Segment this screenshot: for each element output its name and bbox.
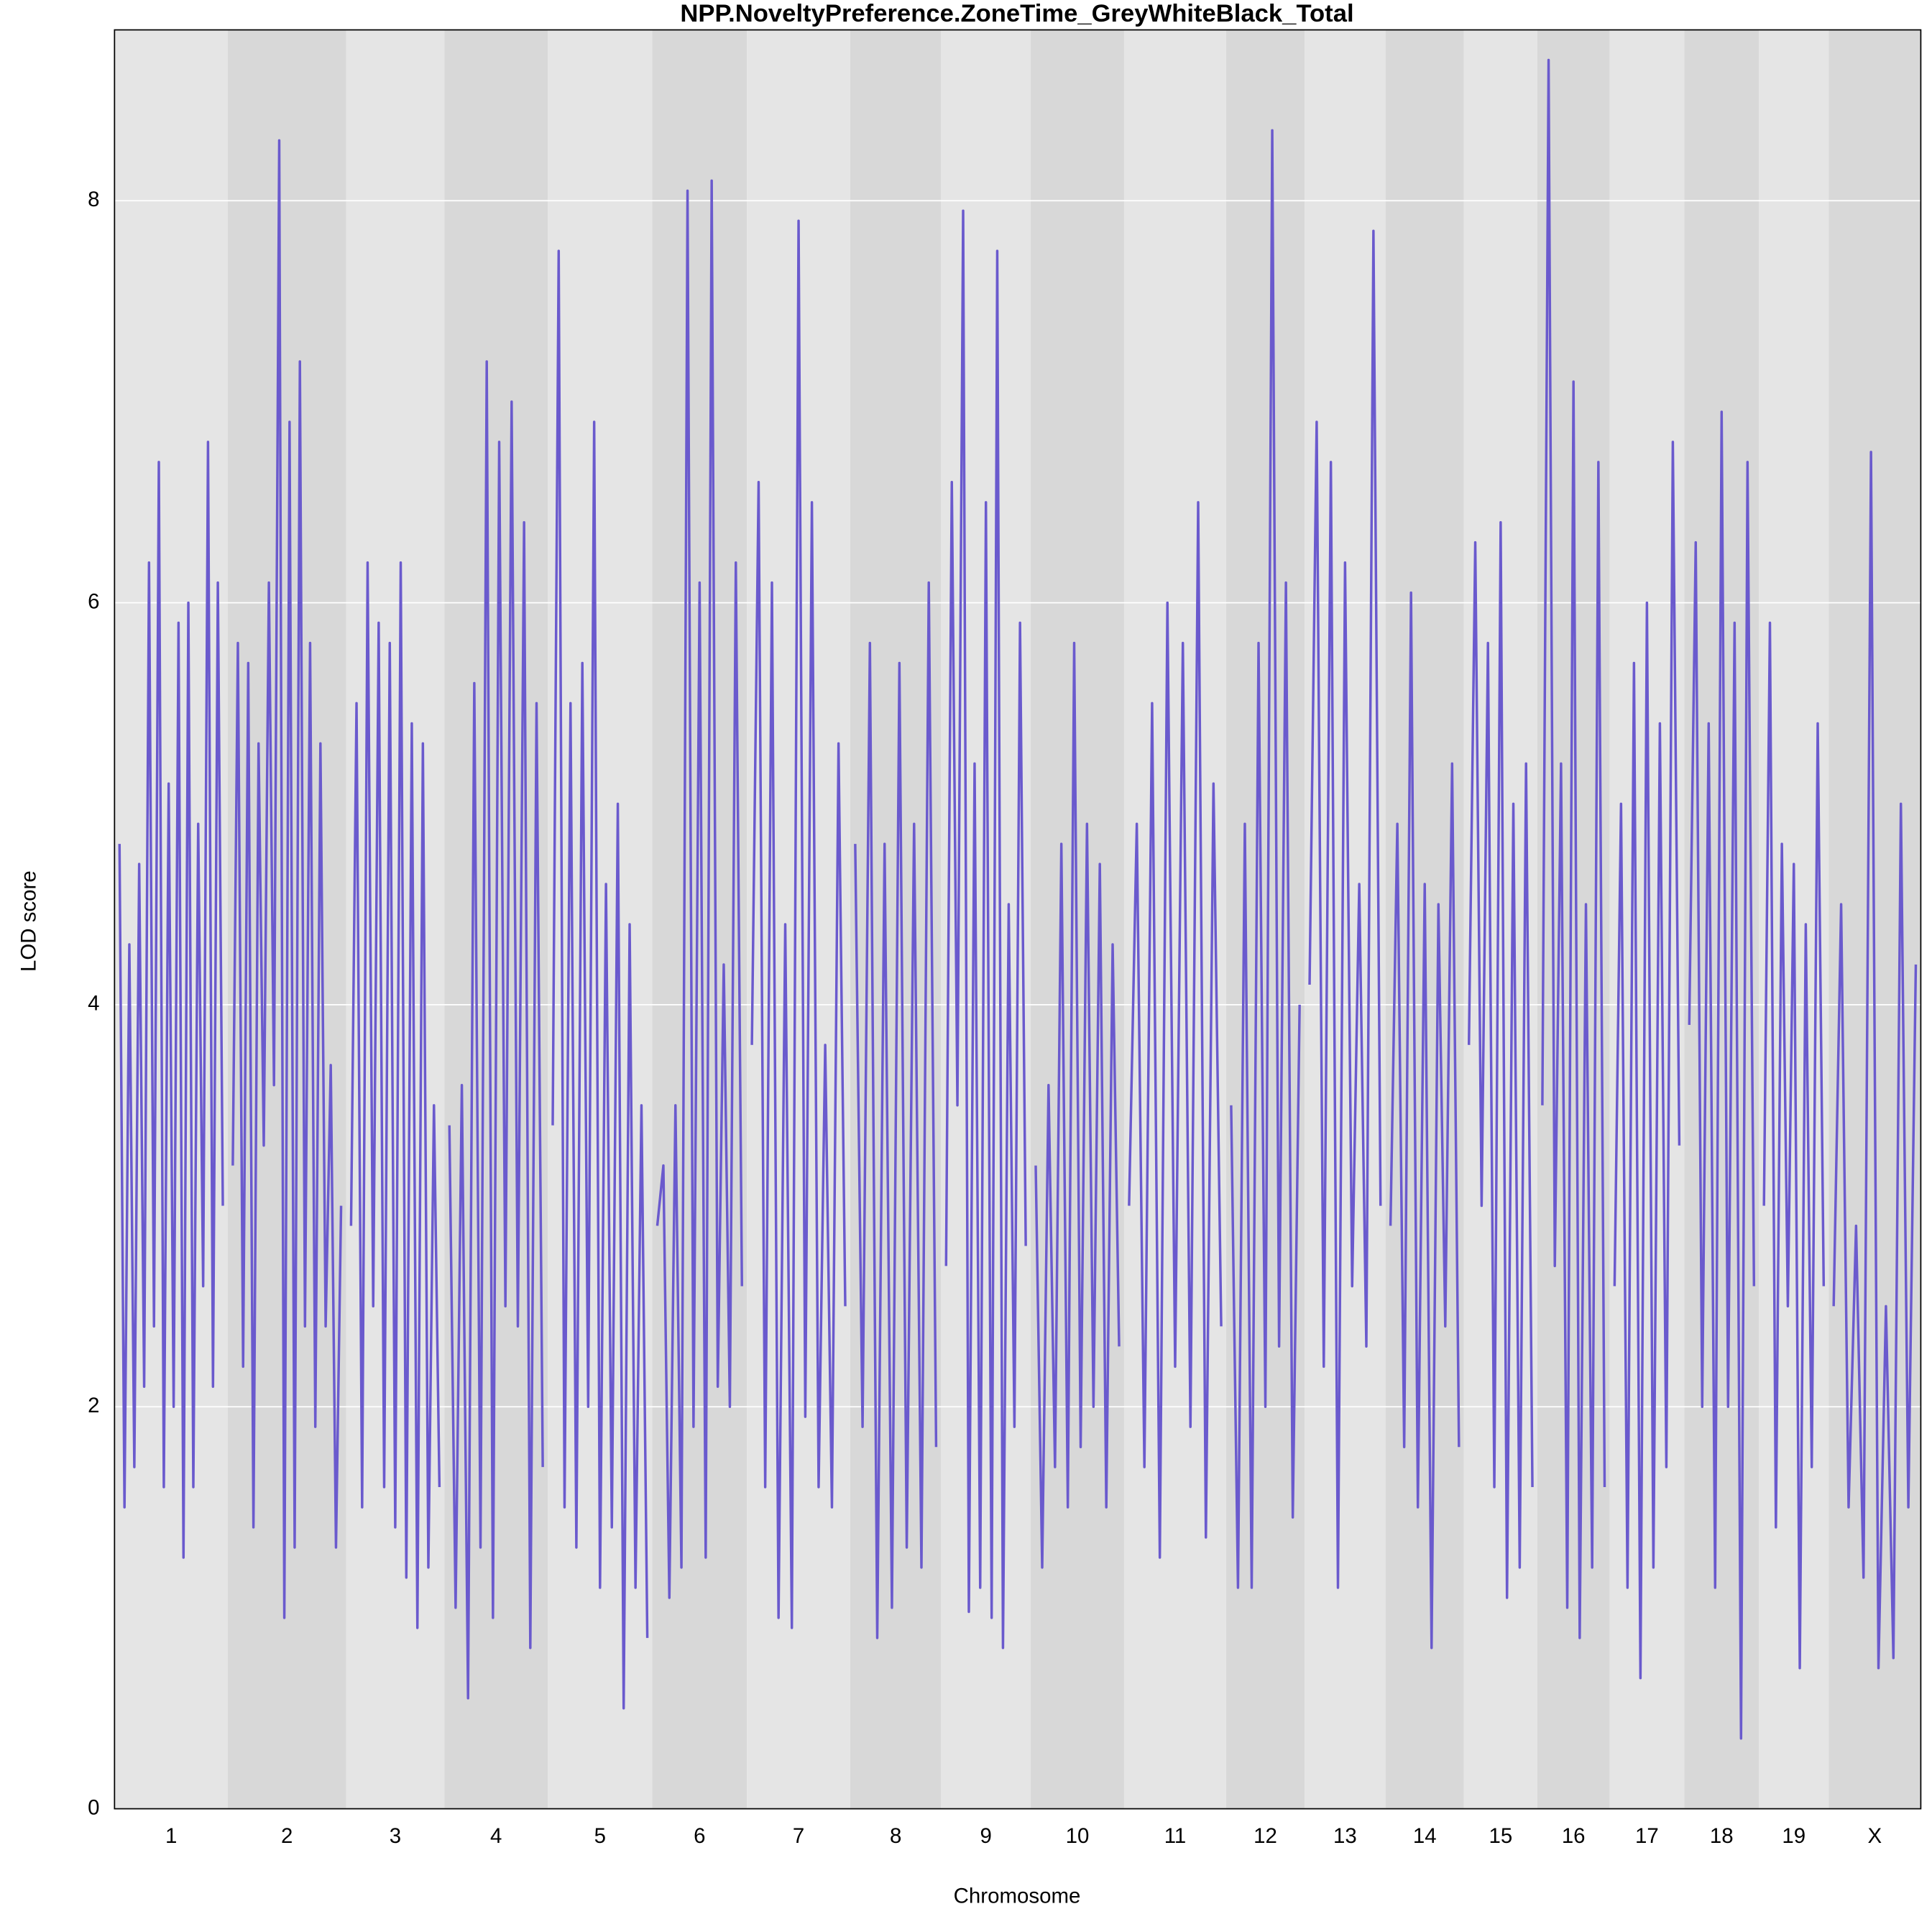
- lod-line: [1613, 441, 1681, 1680]
- chromosome-band: [114, 29, 228, 1809]
- x-tick-label: 13: [1333, 1824, 1357, 1848]
- x-axis-label: Chromosome: [954, 1884, 1081, 1908]
- lod-line: [656, 179, 743, 1599]
- x-tick-label: 10: [1066, 1824, 1090, 1848]
- x-tick-label: 2: [281, 1824, 293, 1848]
- x-tick-label: 3: [390, 1824, 401, 1848]
- x-tick-label: 15: [1489, 1824, 1513, 1848]
- x-tick-label: 14: [1413, 1824, 1437, 1848]
- x-tick-label: 6: [694, 1824, 705, 1848]
- y-axis-label: LOD score: [17, 870, 40, 972]
- x-tick-label: 1: [165, 1824, 177, 1848]
- y-tick-label: 6: [88, 589, 99, 613]
- chromosome-band: [1684, 29, 1760, 1809]
- x-tick-label: 12: [1254, 1824, 1277, 1848]
- x-tick-label: 11: [1164, 1824, 1187, 1848]
- x-tick-label: 5: [594, 1824, 606, 1848]
- x-tick-label: 19: [1782, 1824, 1806, 1848]
- x-tick-label: 16: [1562, 1824, 1586, 1848]
- lod-line: [1034, 641, 1121, 1569]
- lod-line: [1128, 501, 1223, 1559]
- lod-line: [1308, 229, 1382, 1589]
- lod-line: [118, 441, 224, 1559]
- y-tick-label: 0: [88, 1795, 99, 1819]
- y-tick-label: 2: [88, 1394, 99, 1417]
- x-tick-label: 8: [890, 1824, 901, 1848]
- lod-line: [448, 360, 544, 1700]
- chromosome-band: [1123, 29, 1226, 1809]
- lod-line: [1467, 520, 1534, 1599]
- lod-line: [1688, 410, 1756, 1740]
- plot-frame: [114, 29, 1922, 1810]
- lod-line: [944, 209, 1027, 1650]
- lod-line: [1762, 621, 1826, 1670]
- x-tick-label: 18: [1710, 1824, 1734, 1848]
- lod-line: [1832, 451, 1918, 1670]
- x-tick-label: 4: [490, 1824, 502, 1848]
- lod-line: [349, 561, 441, 1629]
- lod-line: [854, 581, 938, 1639]
- y-tick-label: 8: [88, 188, 99, 211]
- y-tick-label: 4: [88, 992, 99, 1016]
- lod-line: [750, 219, 847, 1629]
- lod-line: [1541, 58, 1606, 1639]
- lod-line: [231, 139, 343, 1619]
- x-tick-label: 17: [1635, 1824, 1659, 1848]
- lod-line: [1230, 129, 1301, 1589]
- lod-line: [1389, 591, 1460, 1650]
- x-tick-label: 7: [793, 1824, 804, 1848]
- x-tick-label: X: [1868, 1824, 1882, 1848]
- x-tick-label: 9: [980, 1824, 992, 1848]
- lod-line: [551, 249, 649, 1710]
- lod-traces: [118, 58, 1918, 1740]
- chart-title: NPP.NoveltyPreference.ZoneTime_GreyWhite…: [680, 0, 1353, 27]
